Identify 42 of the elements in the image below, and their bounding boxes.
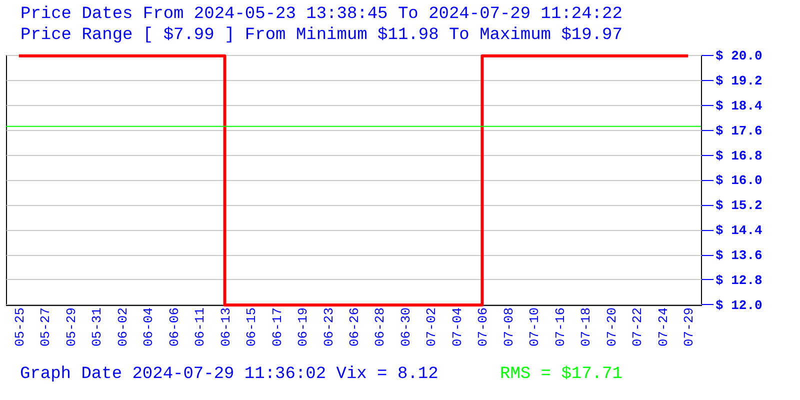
x-tick-label: 06-28: [372, 308, 388, 347]
x-tick-label: 07-06: [476, 308, 491, 347]
x-tick-label: 05-25: [12, 308, 28, 347]
text: RMS = $17.71: [500, 365, 622, 384]
x-tick-label: 06-04: [141, 307, 156, 347]
x-tick-label: 07-08: [501, 308, 516, 347]
x-tick-label: 05-27: [38, 308, 54, 347]
x-tick-label: 07-29: [682, 308, 697, 347]
x-tick-label: 07-22: [630, 308, 646, 347]
x-tick-label: 06-30: [398, 308, 414, 347]
x-tick-label: 07-02: [424, 308, 440, 347]
x-tick-label: 05-29: [64, 308, 79, 347]
x-tick-label: 05-31: [90, 307, 105, 347]
chart-title: Price Dates From 2024-05-23 13:38:45 To 2024-07-29 11:24:22: [20, 5, 622, 24]
x-tick-label: 06-23: [321, 308, 336, 347]
x-tick-label: 06-26: [347, 308, 362, 347]
x-tick-label: 06-17: [270, 308, 285, 347]
y-tick-label: $ 14.4: [716, 223, 763, 238]
x-tick-label: 07-20: [604, 308, 620, 347]
text: Graph Date 2024-07-29 11:36:02 Vix = 8.12: [20, 365, 438, 384]
y-tick-label: $ 13.6: [716, 248, 763, 263]
x-tick-label: 06-11: [192, 307, 208, 347]
x-tick-label: 07-10: [527, 308, 542, 347]
x-tick-label: 06-02: [115, 308, 130, 347]
y-tick-label: $ 19.2: [716, 73, 763, 88]
x-tick-label: 07-18: [578, 308, 594, 347]
y-tick-label: $ 12.8: [716, 272, 763, 288]
x-tick-label: 06-13: [218, 308, 234, 347]
x-tick-label: 06-06: [166, 308, 182, 347]
y-tick-label: $ 17.6: [716, 123, 763, 138]
chart-subtitle: Price Range [ $7.99 ] From Minimum $11.98 To Maximum $19.97: [20, 26, 622, 45]
y-tick-label: $ 20.0: [716, 48, 763, 64]
x-tick-label: 07-24: [656, 307, 671, 347]
x-tick-label: 07-16: [552, 308, 568, 347]
y-tick-label: $ 12.0: [716, 298, 763, 313]
x-tick-label: 07-04: [450, 307, 465, 347]
x-tick-label: 06-19: [296, 308, 311, 347]
y-tick-label: $ 16.0: [716, 173, 763, 188]
y-tick-label: $ 15.2: [716, 198, 763, 214]
y-tick-label: $ 16.8: [716, 148, 763, 164]
x-tick-label: 06-15: [244, 308, 260, 347]
y-tick-label: $ 18.4: [716, 98, 763, 114]
